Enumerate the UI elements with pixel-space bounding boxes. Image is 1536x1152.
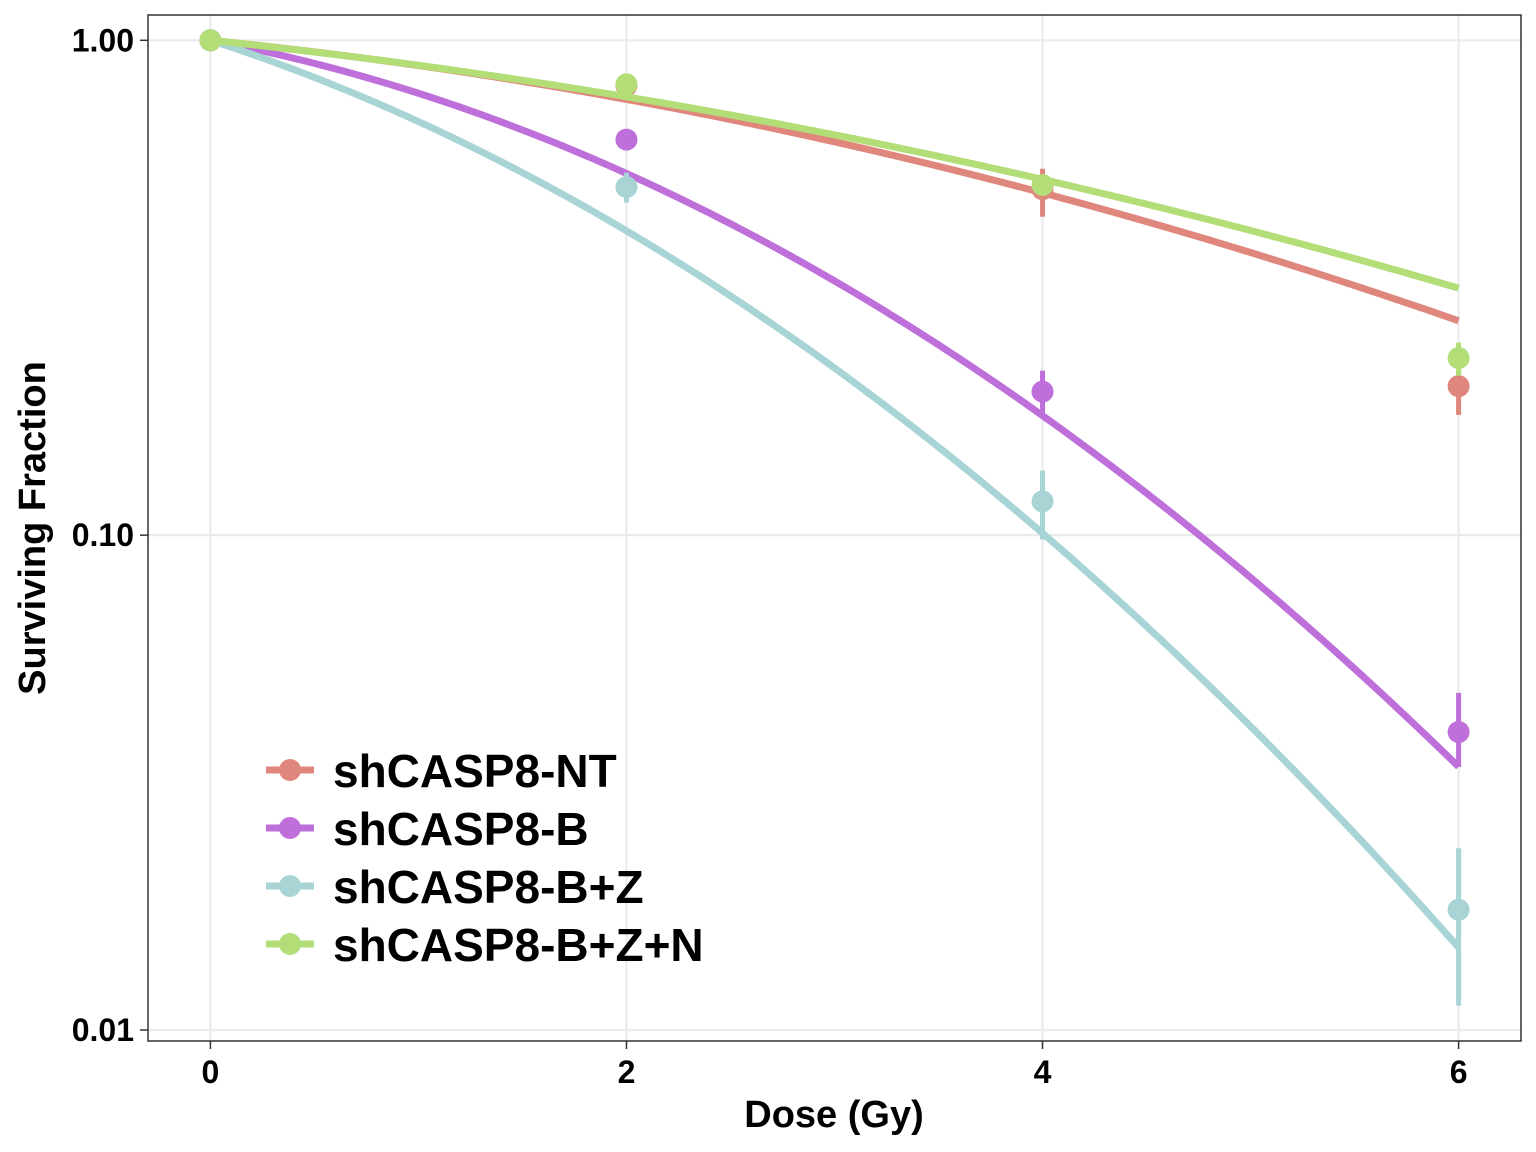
legend-label: shCASP8-B+Z [333, 861, 644, 913]
series-layer [199, 29, 1470, 1006]
fit-line [210, 36, 1460, 292]
data-point [615, 73, 638, 96]
data-point [1447, 375, 1470, 398]
data-point [615, 128, 638, 151]
legend-label: shCASP8-NT [333, 745, 617, 797]
legend-key-point [279, 875, 301, 897]
legend-key-point [279, 759, 301, 781]
data-point [1447, 721, 1470, 744]
data-point [1031, 490, 1054, 513]
series-shCASP8-B+Z [199, 29, 1470, 1006]
data-point [1447, 347, 1470, 370]
series-shCASP8-B+Z+N [199, 29, 1470, 376]
y-axis-title: Surviving Fraction [12, 361, 54, 695]
data-point [199, 29, 222, 52]
data-point [615, 176, 638, 199]
legend-label: shCASP8-B+Z+N [333, 919, 704, 971]
x-tick-label: 2 [618, 1054, 636, 1090]
x-axis-title: Dose (Gy) [744, 1094, 923, 1136]
x-tick-label: 6 [1450, 1054, 1468, 1090]
legend-item: shCASP8-B+Z [266, 861, 644, 913]
x-tick-label: 4 [1034, 1054, 1052, 1090]
legend-label: shCASP8-B [333, 803, 589, 855]
y-tick-label: 1.00 [72, 22, 134, 58]
data-point [1447, 898, 1470, 921]
legend-item: shCASP8-B [266, 803, 589, 855]
data-point [1031, 380, 1054, 403]
legend-item: shCASP8-B+Z+N [266, 919, 704, 971]
legend-key-point [279, 817, 301, 839]
y-tick-label: 0.01 [72, 1012, 134, 1048]
y-tick-label: 0.10 [72, 517, 134, 553]
plot-border [147, 14, 1522, 1042]
fit-line [209, 36, 1462, 950]
legend-item: shCASP8-NT [266, 745, 617, 797]
legend: shCASP8-NT shCASP8-B shCASP8-B+Z shCASP8-B+… [266, 745, 704, 971]
data-point [1031, 174, 1054, 197]
axes: 0 2 4 6 0.01 0.10 1.00 [72, 22, 1468, 1090]
plot-panel [148, 15, 1521, 1041]
legend-key-point [279, 933, 301, 955]
fit-line [209, 36, 1462, 770]
x-tick-label: 0 [202, 1054, 220, 1090]
